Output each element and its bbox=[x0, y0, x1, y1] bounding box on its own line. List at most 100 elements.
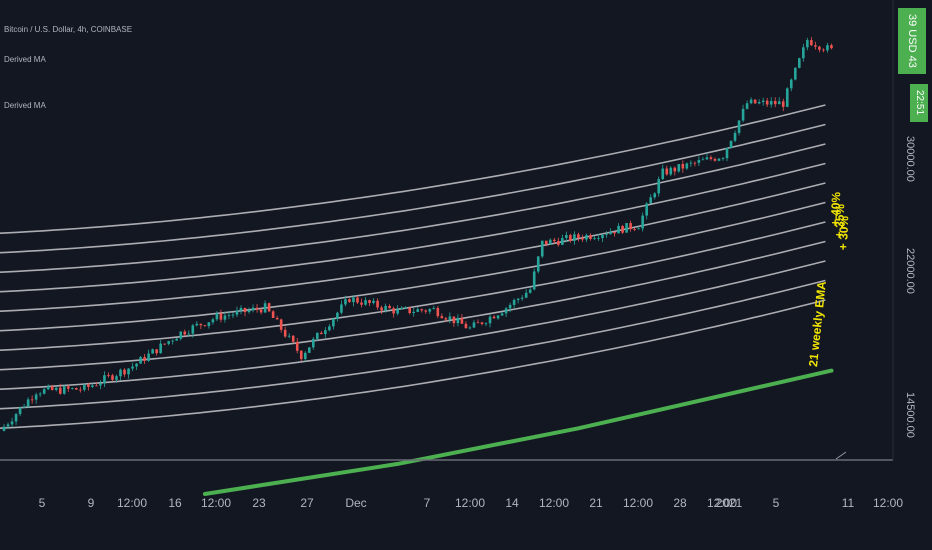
candle-body bbox=[388, 305, 391, 309]
time-label: 12:00 bbox=[538, 496, 570, 510]
candle-body bbox=[412, 311, 416, 314]
candle-body bbox=[802, 47, 805, 59]
candle-body bbox=[464, 323, 468, 329]
candle-body bbox=[332, 318, 335, 327]
candle-body bbox=[26, 399, 30, 407]
candle-body bbox=[777, 101, 781, 105]
candle-body bbox=[669, 167, 673, 175]
candle-body bbox=[231, 314, 235, 316]
candle-body bbox=[175, 338, 179, 341]
candle-body bbox=[773, 100, 777, 105]
candle-body bbox=[336, 312, 339, 319]
candle-body bbox=[54, 387, 58, 390]
candle-body bbox=[22, 406, 26, 408]
ema-line bbox=[202, 368, 834, 496]
candle-body bbox=[251, 307, 255, 311]
candle-body bbox=[243, 307, 247, 313]
countdown-box: 22:51 bbox=[910, 84, 928, 122]
candle-body bbox=[392, 308, 395, 314]
time-label: 12:00 bbox=[116, 496, 148, 510]
candle-body bbox=[633, 229, 636, 230]
band-line bbox=[0, 240, 826, 371]
candle-body bbox=[689, 162, 693, 164]
candle-body bbox=[179, 331, 183, 339]
time-label: 11 bbox=[841, 496, 855, 510]
candle-body bbox=[123, 369, 126, 375]
candle-body bbox=[806, 40, 809, 48]
candle-body bbox=[99, 383, 102, 386]
candle-body bbox=[259, 309, 263, 313]
time-label: 16 bbox=[168, 496, 182, 510]
candle-body bbox=[34, 394, 38, 400]
candle-body bbox=[191, 325, 195, 334]
candle-body bbox=[10, 421, 14, 425]
candle-body bbox=[111, 375, 114, 380]
candle-body bbox=[380, 307, 383, 311]
candle-body bbox=[629, 223, 632, 230]
candle-body bbox=[657, 179, 661, 194]
candle-body bbox=[697, 159, 701, 163]
candle-body bbox=[528, 289, 532, 293]
ma-legend-2[interactable]: Derived MA bbox=[4, 101, 46, 110]
crosshair-marker bbox=[835, 451, 847, 460]
band-line bbox=[0, 182, 826, 313]
candle-body bbox=[360, 302, 363, 305]
time-label: 9 bbox=[87, 496, 95, 510]
ma-legend-1[interactable]: Derived MA bbox=[4, 55, 46, 64]
candle-body bbox=[757, 102, 761, 104]
candle-body bbox=[557, 241, 560, 245]
price-tick-14500: 14500.00 bbox=[904, 392, 916, 438]
candle-body bbox=[18, 407, 22, 415]
candle-body bbox=[480, 322, 484, 324]
candle-body bbox=[488, 316, 492, 324]
candle-body bbox=[472, 322, 476, 328]
candle-body bbox=[653, 193, 657, 198]
candle-body bbox=[532, 271, 536, 290]
candle-body bbox=[14, 414, 18, 422]
candle-body bbox=[408, 307, 411, 314]
candle-body bbox=[267, 303, 271, 312]
candle-body bbox=[553, 239, 556, 242]
candle-body bbox=[91, 385, 94, 387]
time-label: 23 bbox=[252, 496, 266, 510]
candle-body bbox=[565, 235, 568, 239]
candle-body bbox=[685, 163, 689, 169]
candle-body bbox=[119, 369, 122, 377]
candle-body bbox=[436, 308, 440, 317]
candle-body bbox=[324, 330, 327, 335]
candle-body bbox=[745, 103, 749, 109]
candle-body bbox=[328, 326, 331, 331]
candle-body bbox=[452, 316, 456, 324]
candle-body bbox=[95, 385, 98, 387]
candle-body bbox=[492, 316, 496, 319]
candle-body bbox=[75, 388, 78, 390]
candle-body bbox=[822, 49, 825, 51]
band-line bbox=[0, 104, 826, 235]
candle-body bbox=[42, 389, 46, 394]
ema-line-group bbox=[202, 368, 834, 496]
current-price-box[interactable]: 39 USD 43 bbox=[898, 8, 926, 74]
band-line bbox=[0, 221, 826, 352]
candle-body bbox=[219, 313, 223, 320]
candle-body bbox=[577, 234, 580, 239]
candle-body bbox=[673, 167, 677, 172]
candle-body bbox=[544, 240, 548, 245]
candle-body bbox=[307, 347, 311, 353]
candle-body bbox=[761, 100, 765, 103]
candle-body bbox=[316, 332, 319, 339]
symbol-legend[interactable]: Bitcoin / U.S. Dollar, 4h, COINBASE bbox=[4, 25, 133, 34]
price-tick-30000: 30000.00 bbox=[904, 136, 916, 182]
candle-body bbox=[665, 168, 669, 175]
candle-body bbox=[585, 235, 588, 240]
candle-body bbox=[468, 327, 472, 329]
candle-body bbox=[62, 386, 66, 394]
candle-body bbox=[247, 310, 251, 313]
candle-body bbox=[621, 225, 624, 233]
countdown-label: 22:51 bbox=[914, 90, 925, 116]
candle-body bbox=[159, 343, 162, 354]
band-line bbox=[0, 123, 826, 254]
time-label: 12:00 bbox=[454, 496, 486, 510]
time-label: Dec bbox=[345, 496, 367, 510]
candle-body bbox=[765, 100, 769, 105]
